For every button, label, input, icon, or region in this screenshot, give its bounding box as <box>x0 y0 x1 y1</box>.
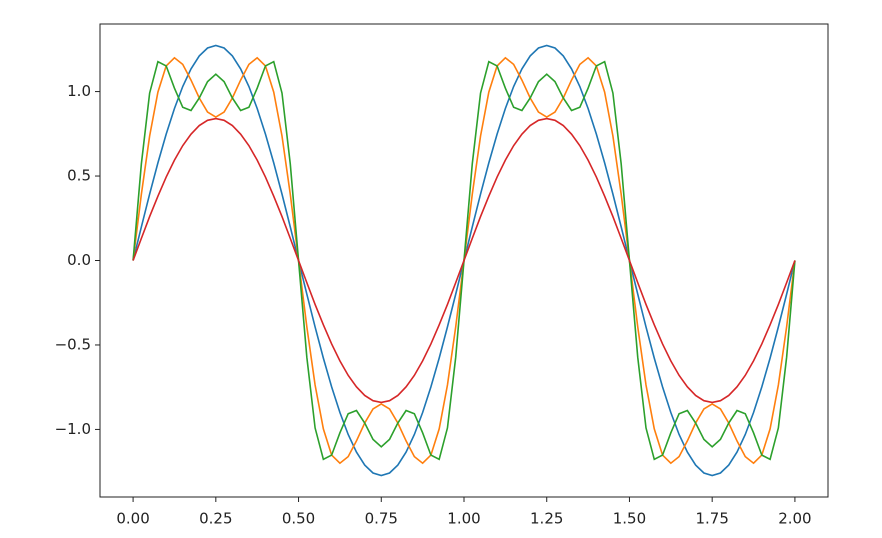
series-line <box>132 117 796 404</box>
x-tick-label: 1.00 <box>447 510 480 528</box>
x-tick-label: 0.25 <box>199 510 232 528</box>
y-tick-label: −0.5 <box>55 335 91 353</box>
x-tick-label: 0.00 <box>116 510 149 528</box>
y-tick-label: 0.5 <box>67 167 91 185</box>
x-tick-label: 1.75 <box>695 510 728 528</box>
x-tick-label: 0.50 <box>282 510 315 528</box>
x-tick-label: 1.50 <box>613 510 646 528</box>
y-tick-label: 0.0 <box>67 251 91 269</box>
y-tick-label: 1.0 <box>67 82 91 100</box>
y-tick-label: −1.0 <box>55 420 91 438</box>
x-tick-label: 1.25 <box>530 510 563 528</box>
x-tick-label: 2.00 <box>778 510 811 528</box>
x-tick-label: 0.75 <box>365 510 398 528</box>
